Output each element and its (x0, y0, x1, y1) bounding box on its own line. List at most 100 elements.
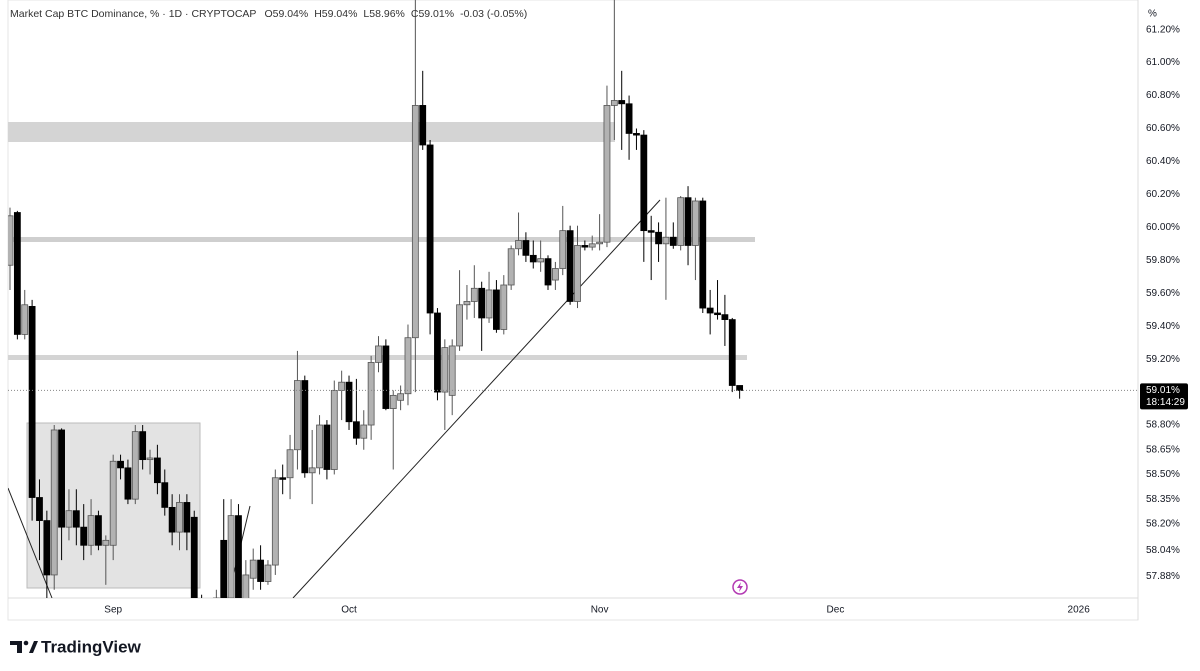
candle-body (559, 230, 567, 269)
y-tick-label: 58.04% (1146, 545, 1180, 556)
candle-body (426, 144, 434, 314)
y-tick-label: 58.50% (1146, 469, 1180, 480)
last-price-tag (1140, 383, 1188, 410)
y-tick-label: 58.65% (1146, 444, 1180, 455)
candle-body (493, 289, 500, 330)
candle-body (330, 390, 338, 470)
y-tick-label: 58.80% (1146, 420, 1180, 431)
candle-body (50, 429, 58, 576)
candle-body (58, 429, 65, 528)
candle-body (279, 477, 287, 480)
countdown-label: 18:14:29 (1146, 397, 1185, 408)
logo-slant (29, 641, 38, 653)
candle-body (264, 564, 272, 582)
alert-bolt (737, 582, 743, 592)
candle-body (301, 380, 309, 474)
candle-body (95, 515, 102, 546)
zone (8, 122, 615, 142)
candle-body (345, 381, 353, 423)
candle-body (529, 254, 537, 263)
logo-mark (10, 641, 22, 653)
candle-body (109, 460, 117, 546)
candle-body (190, 516, 198, 598)
candle-body (507, 248, 515, 286)
candle-body (43, 520, 51, 576)
candle-body (551, 268, 559, 281)
candle-body (87, 515, 95, 546)
y-tick-label: 60.60% (1146, 123, 1180, 134)
candle-body (581, 245, 589, 248)
candle-body (375, 345, 382, 363)
y-tick-label: 59.20% (1146, 354, 1180, 365)
candle-body (662, 236, 670, 245)
candle-body (242, 574, 250, 598)
candle-body (419, 105, 427, 146)
candle-body (728, 319, 736, 386)
chart-header: Market Cap BTC Dominance, % · 1D · CRYPT… (10, 8, 527, 20)
candle-body (316, 424, 323, 469)
candle-body (146, 457, 154, 461)
candle-body (470, 287, 478, 302)
candle-body (404, 337, 412, 395)
candle-body (544, 258, 552, 286)
candle-body (176, 502, 183, 533)
ohlc-change: -0.03 (-0.05%) (460, 8, 527, 20)
candle-body (714, 312, 721, 316)
candle-body (441, 347, 449, 393)
candle-body (625, 103, 633, 134)
candle-body (677, 197, 685, 246)
candle-body (411, 105, 419, 339)
candle-body (36, 497, 43, 521)
candle-body (360, 424, 368, 439)
candle-body (168, 506, 176, 533)
y-tick-label: 58.35% (1146, 494, 1180, 505)
x-tick-label: Sep (104, 605, 122, 616)
candle-body (117, 460, 124, 469)
candle-body (323, 424, 331, 470)
candle-body (235, 515, 242, 598)
candle-body (227, 515, 235, 598)
candle-body (566, 230, 574, 302)
y-tick-label: 59.60% (1146, 288, 1180, 299)
candle-body (721, 314, 729, 320)
y-tick-label: 60.00% (1146, 222, 1180, 233)
logo-dot (23, 640, 29, 646)
y-tick-label: 57.88% (1146, 571, 1180, 582)
alert-icon[interactable] (732, 579, 748, 595)
candle-body (500, 284, 508, 330)
candle-body (647, 230, 655, 233)
candle-body (574, 245, 581, 302)
x-tick-label: Oct (341, 605, 357, 616)
candle-body (478, 287, 486, 319)
candle-body (699, 200, 707, 309)
candle-body (102, 539, 110, 546)
candle-body (131, 431, 139, 500)
candle-body (8, 215, 14, 266)
brand-logo: TradingView (10, 637, 142, 656)
candle-body (161, 482, 169, 508)
y-unit: % (1148, 9, 1157, 20)
y-tick-label: 59.80% (1146, 255, 1180, 266)
candle-body (596, 241, 603, 245)
candle-body (249, 559, 257, 579)
candle-body (294, 380, 301, 451)
candle-body (397, 393, 405, 401)
candle-body (522, 240, 530, 256)
candle-body (382, 345, 390, 409)
candle-body (463, 301, 471, 306)
trendline (292, 199, 661, 598)
candle-body (706, 307, 714, 314)
y-tick-label: 61.20% (1146, 24, 1180, 35)
candle-body (257, 559, 264, 582)
candle-body (692, 200, 699, 246)
chart-title: Market Cap BTC Dominance, % · 1D · CRYPT… (10, 8, 256, 20)
candle-body (669, 236, 677, 246)
ohlc-low: L58.96% (363, 8, 404, 20)
alert-ring (732, 579, 748, 595)
x-tick-label: 2026 (1068, 605, 1091, 616)
candle-body (352, 421, 360, 439)
y-tick-label: 60.40% (1146, 156, 1180, 167)
candle-body (13, 212, 21, 335)
candle-body (456, 304, 463, 347)
